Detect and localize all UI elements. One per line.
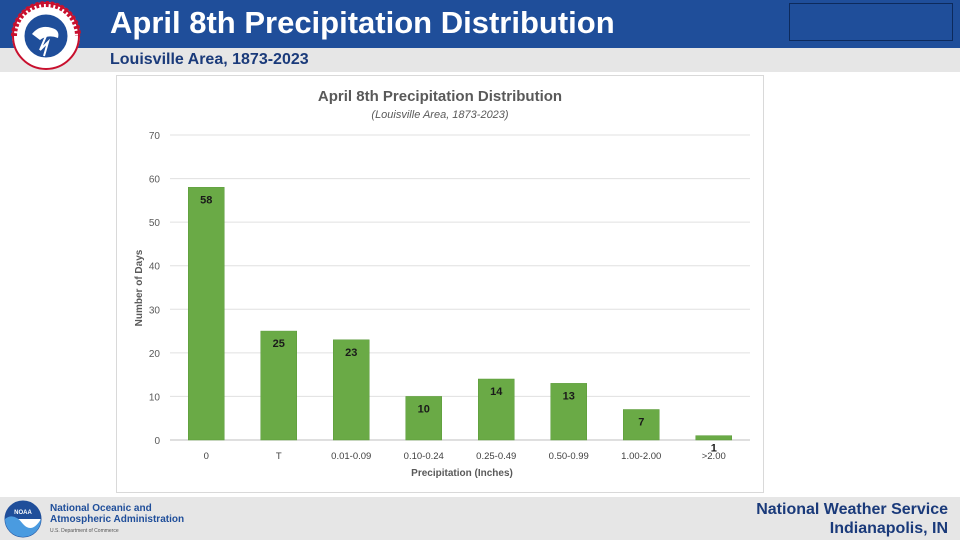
x-tick-label: 0.50-0.99 xyxy=(549,451,589,462)
y-tick-label: 20 xyxy=(149,349,161,360)
data-label: 13 xyxy=(563,390,575,402)
x-tick-label: >2.00 xyxy=(702,451,726,462)
y-axis-label: Number of Days xyxy=(134,249,145,326)
bar xyxy=(478,378,515,441)
bar xyxy=(333,339,370,441)
noaa-dept: U.S. Department of Commerce xyxy=(50,528,119,534)
data-label: 23 xyxy=(345,347,357,359)
bar xyxy=(188,187,225,441)
grid-lines xyxy=(170,134,750,441)
noaa-name-line2: Atmospheric Administration xyxy=(50,514,185,525)
y-tick-label: 0 xyxy=(154,436,160,447)
y-tick-label: 70 xyxy=(149,131,161,142)
bar xyxy=(550,383,587,441)
y-tick-label: 30 xyxy=(149,305,161,316)
x-tick-label: 0.01-0.09 xyxy=(331,451,371,462)
bar xyxy=(695,435,732,441)
x-axis-label: Precipitation (Inches) xyxy=(411,468,513,479)
office-line1: National Weather Service xyxy=(756,501,948,518)
chart-subtitle: (Louisville Area, 1873-2023) xyxy=(371,109,509,121)
data-label: 58 xyxy=(200,194,212,206)
labels: 0 10 20 30 40 50 60 70 58 0 25 T 23 0.01-0.09 10 0.10-0… xyxy=(149,131,726,462)
y-tick-label: 40 xyxy=(149,262,161,273)
header-box xyxy=(789,3,953,41)
y-tick-label: 10 xyxy=(149,392,161,403)
data-label: 1 xyxy=(711,443,717,455)
x-tick-label: 0.25-0.49 xyxy=(476,451,516,462)
office-line2: Indianapolis, IN xyxy=(829,520,948,537)
x-tick-label: 0 xyxy=(204,451,209,462)
bars xyxy=(188,187,732,441)
y-tick-label: 60 xyxy=(149,175,161,186)
x-tick-label: 1.00-2.00 xyxy=(621,451,661,462)
page-subtitle: Louisville Area, 1873-2023 xyxy=(110,51,309,68)
data-label: 10 xyxy=(418,403,430,415)
noaa-name-line1: National Oceanic and xyxy=(50,503,152,514)
bar xyxy=(623,409,660,441)
nws-logo-icon xyxy=(11,1,81,70)
noaa-logo-icon: NOAA xyxy=(4,500,42,538)
bar xyxy=(260,330,297,441)
data-label: 7 xyxy=(638,417,644,429)
noaa-name: National Oceanic and Atmospheric Adminis… xyxy=(50,503,184,525)
x-tick-label: T xyxy=(276,451,282,462)
data-label: 25 xyxy=(273,338,285,350)
page-title: April 8th Precipitation Distribution xyxy=(110,5,615,40)
subtitle-bar xyxy=(0,48,960,72)
noaa-logo-text: NOAA xyxy=(14,510,32,516)
y-tick-label: 50 xyxy=(149,218,161,229)
bar xyxy=(405,396,442,441)
data-label: 14 xyxy=(490,386,503,398)
x-tick-label: 0.10-0.24 xyxy=(404,451,444,462)
footer-bar xyxy=(0,497,960,540)
chart-title: April 8th Precipitation Distribution xyxy=(318,88,562,105)
nws-office: National Weather Service Indianapolis, I… xyxy=(756,500,948,538)
